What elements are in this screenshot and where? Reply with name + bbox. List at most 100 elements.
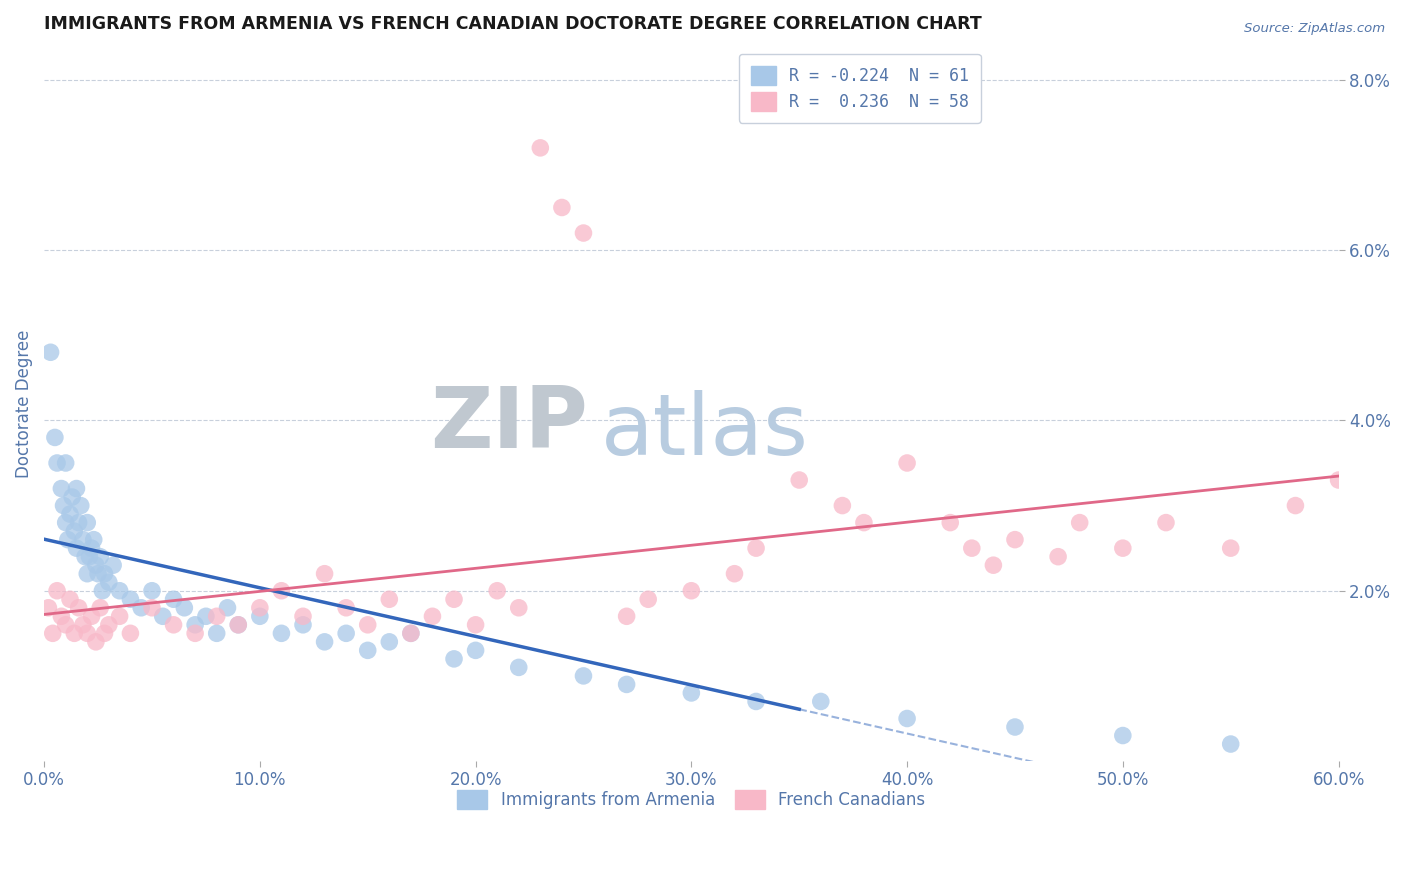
Point (76, 626, 98, 640)
Point (1284, 499, 1306, 513)
Point (51, 609, 73, 624)
Point (249, 600, 271, 615)
Point (44, 430, 66, 444)
Point (141, 583, 163, 598)
Point (681, 686, 703, 700)
Point (65, 541, 87, 556)
Point (508, 600, 530, 615)
Point (270, 583, 292, 598)
Point (249, 609, 271, 624)
Point (59, 592, 82, 607)
Point (162, 617, 184, 632)
Point (831, 499, 853, 513)
Point (63, 626, 86, 640)
Point (226, 617, 249, 632)
Point (63, 524, 86, 538)
Point (205, 626, 228, 640)
Point (1004, 533, 1026, 547)
Point (1004, 720, 1026, 734)
Point (56, 533, 79, 547)
Point (226, 617, 249, 632)
Text: IMMIGRANTS FROM ARMENIA VS FRENCH CANADIAN DOCTORATE DEGREE CORRELATION CHART: IMMIGRANTS FROM ARMENIA VS FRENCH CANADI… (44, 15, 981, 33)
Point (464, 617, 486, 632)
Point (529, 141, 551, 155)
Point (1154, 516, 1177, 530)
Y-axis label: Doctorate Degree: Doctorate Degree (15, 329, 32, 477)
Point (55, 617, 77, 632)
Point (75, 549, 97, 564)
Point (1219, 737, 1241, 751)
Point (422, 609, 444, 624)
Point (508, 660, 530, 674)
Point (787, 473, 810, 487)
Point (184, 626, 207, 640)
Point (55, 516, 77, 530)
Point (93, 626, 115, 640)
Point (378, 635, 401, 649)
Point (486, 583, 509, 598)
Point (60, 490, 83, 504)
Point (637, 592, 659, 607)
Point (46, 456, 69, 470)
Point (84, 635, 107, 649)
Point (120, 626, 142, 640)
Point (357, 643, 380, 657)
Point (270, 626, 292, 640)
Point (357, 617, 380, 632)
Point (399, 626, 422, 640)
Point (80, 609, 103, 624)
Point (1047, 549, 1070, 564)
Point (217, 600, 239, 615)
Point (314, 566, 336, 581)
Point (37, 600, 59, 615)
Point (443, 652, 465, 666)
Point (79, 549, 101, 564)
Point (1112, 541, 1135, 556)
Point (960, 541, 983, 556)
Point (896, 456, 918, 470)
Point (896, 711, 918, 725)
Point (983, 558, 1005, 573)
Point (101, 558, 124, 573)
Point (572, 669, 595, 683)
Point (65, 482, 87, 496)
Point (42, 626, 65, 640)
Point (67, 600, 90, 615)
Point (464, 643, 486, 657)
Point (184, 617, 207, 632)
Legend: Immigrants from Armenia, French Canadians: Immigrants from Armenia, French Canadian… (449, 781, 934, 817)
Point (616, 677, 638, 691)
Point (72, 533, 94, 547)
Point (443, 592, 465, 607)
Point (292, 609, 315, 624)
Point (83, 533, 105, 547)
Point (314, 635, 336, 649)
Point (97, 575, 120, 590)
Point (173, 600, 195, 615)
Point (76, 566, 98, 581)
Point (292, 617, 315, 632)
Point (745, 541, 768, 556)
Point (745, 694, 768, 708)
Point (205, 609, 228, 624)
Point (378, 592, 401, 607)
Point (108, 583, 131, 598)
Text: ZIP: ZIP (430, 384, 588, 467)
Point (616, 609, 638, 624)
Point (141, 600, 163, 615)
Point (572, 226, 595, 240)
Text: Source: ZipAtlas.com: Source: ZipAtlas.com (1244, 22, 1385, 36)
Point (723, 566, 745, 581)
Point (1112, 729, 1135, 743)
Point (51, 482, 73, 496)
Text: atlas: atlas (600, 391, 808, 474)
Point (551, 201, 574, 215)
Point (162, 592, 184, 607)
Point (335, 626, 357, 640)
Point (84, 558, 107, 573)
Point (59, 507, 82, 521)
Point (93, 566, 115, 581)
Point (1219, 541, 1241, 556)
Point (399, 626, 422, 640)
Point (681, 583, 703, 598)
